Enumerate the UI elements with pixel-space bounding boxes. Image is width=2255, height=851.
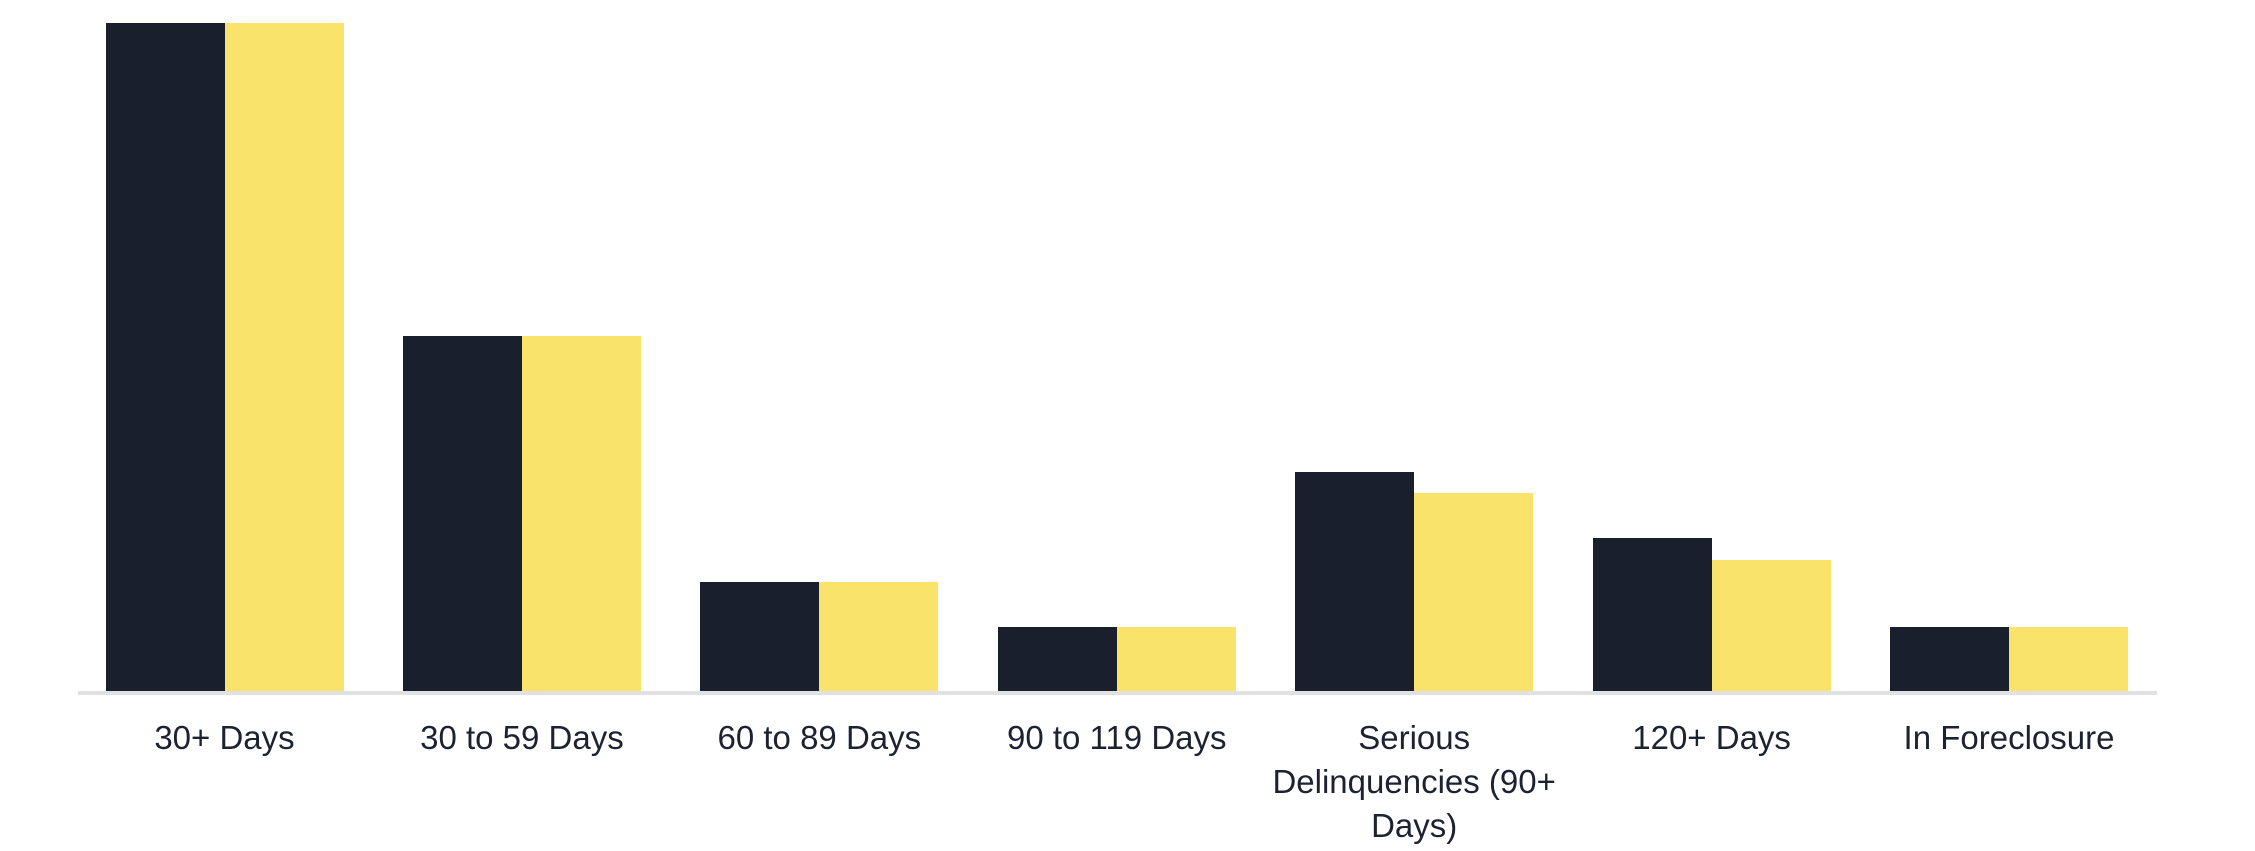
bar-yellow-0: [224, 23, 344, 691]
x-axis-label-6: In Foreclosure: [1903, 719, 2115, 756]
bar-yellow-2: [819, 582, 939, 691]
x-axis-baseline: [78, 691, 2157, 695]
bar-dark-1: [402, 336, 522, 691]
bar-dark-3: [997, 627, 1117, 691]
bar-dark-5: [1592, 538, 1712, 691]
x-axis-label-5: 120+ Days: [1632, 719, 1791, 756]
bar-yellow-6: [2009, 627, 2129, 691]
x-axis-label-3: 90 to 119 Days: [1006, 719, 1227, 756]
bar-yellow-4: [1414, 493, 1534, 691]
bar-dark-4: [1295, 472, 1415, 691]
x-axis-label-2: 60 to 89 Days: [717, 719, 922, 756]
bar-yellow-3: [1116, 627, 1236, 691]
x-axis-label-1: 30 to 59 Days: [420, 719, 624, 756]
bar-yellow-1: [521, 336, 641, 691]
bar-dark-0: [105, 23, 225, 691]
bar-dark-6: [1890, 627, 2010, 691]
bar-dark-2: [700, 582, 820, 691]
x-axis-label-0: 30+ Days: [154, 719, 295, 756]
bar-yellow-5: [1711, 560, 1831, 691]
x-axis-label-4: Serious Delinquencies (90+ Days): [1272, 719, 1556, 844]
